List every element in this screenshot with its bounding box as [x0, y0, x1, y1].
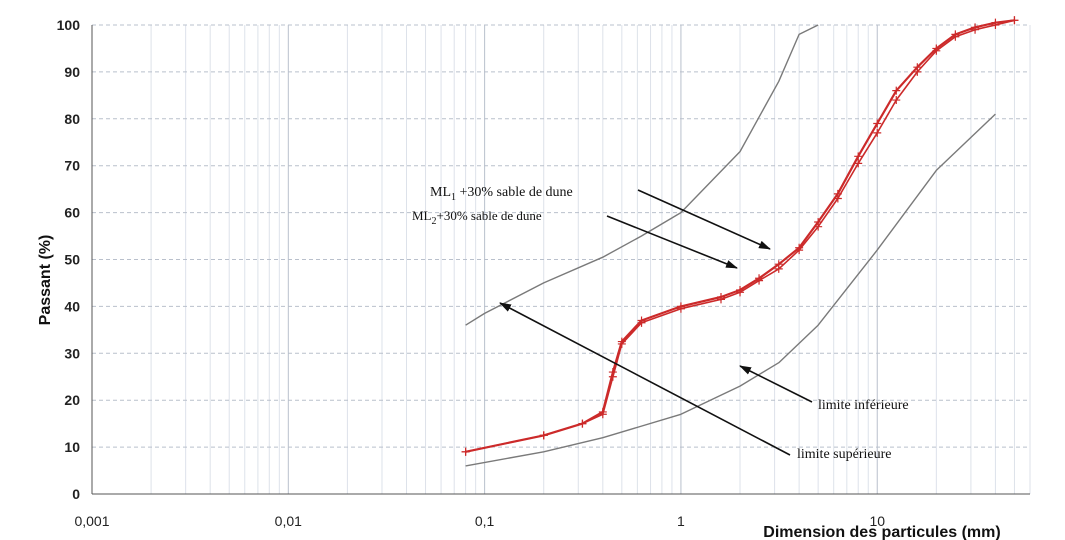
x-tick-label: 0,01 — [275, 513, 302, 529]
y-tick-label: 50 — [64, 252, 80, 268]
data-point — [774, 264, 783, 273]
data-point — [913, 67, 922, 76]
data-point — [617, 339, 626, 348]
annotation-limite-inferieure: limite inférieure — [818, 398, 909, 413]
data-point — [608, 372, 617, 381]
data-point — [717, 295, 726, 304]
x-tick-label: 1 — [677, 513, 685, 529]
data-point — [736, 288, 745, 297]
data-point — [892, 96, 901, 105]
y-tick-label: 60 — [64, 205, 80, 221]
data-point — [539, 431, 548, 440]
x-tick-label: 10 — [869, 513, 885, 529]
data-point — [578, 419, 587, 428]
y-tick-label: 10 — [64, 439, 80, 455]
data-point — [892, 86, 901, 95]
y-tick-label: 90 — [64, 64, 80, 80]
annotation-ml1: ML1 +30% sable de dune — [430, 185, 573, 203]
data-point — [755, 276, 764, 285]
x-axis-ticks: 0,001 0,01 0,1 1 10 — [74, 513, 885, 529]
y-axis-title: Passant (%) — [37, 235, 54, 326]
data-point — [873, 119, 882, 128]
y-axis-ticks: 0 10 20 30 40 50 60 70 80 90 100 — [57, 17, 81, 502]
data-point — [833, 194, 842, 203]
data-point — [932, 46, 941, 55]
y-tick-label: 70 — [64, 158, 80, 174]
annotation-arrows — [499, 189, 813, 456]
data-point — [598, 410, 607, 419]
data-point — [854, 152, 863, 161]
x-axis-title: Dimension des particules (mm) — [763, 524, 1000, 540]
series-points — [461, 16, 1019, 456]
data-point — [676, 304, 685, 313]
grid — [91, 24, 1031, 495]
y-tick-label: 30 — [64, 345, 80, 361]
x-tick-label: 0,001 — [74, 513, 109, 529]
data-point — [951, 32, 960, 41]
data-point — [1010, 16, 1019, 25]
arrow-limite-inferieure — [739, 365, 813, 403]
data-point — [461, 447, 470, 456]
series-limite-inferieure-line — [465, 113, 996, 467]
arrow-ml2 — [606, 215, 738, 269]
y-tick-label: 0 — [72, 486, 80, 502]
data-point — [795, 246, 804, 255]
data-point — [637, 318, 646, 327]
arrow-ml1 — [637, 189, 771, 250]
x-tick-label: 0,1 — [475, 513, 495, 529]
data-point — [854, 159, 863, 168]
data-point — [873, 128, 882, 137]
y-tick-label: 100 — [57, 17, 81, 33]
arrow-limite-superieure — [499, 302, 791, 456]
data-point — [971, 25, 980, 34]
annotation-ml2: ML2+30% sable de dune — [412, 208, 542, 227]
y-tick-label: 80 — [64, 111, 80, 127]
series-ml1-line — [465, 19, 1015, 453]
y-tick-label: 20 — [64, 392, 80, 408]
data-point — [814, 222, 823, 231]
series-limite-superieure-line — [465, 24, 819, 326]
data-point — [991, 21, 1000, 29]
annotation-limite-superieure: limite supérieure — [797, 447, 891, 462]
y-tick-label: 40 — [64, 298, 80, 314]
